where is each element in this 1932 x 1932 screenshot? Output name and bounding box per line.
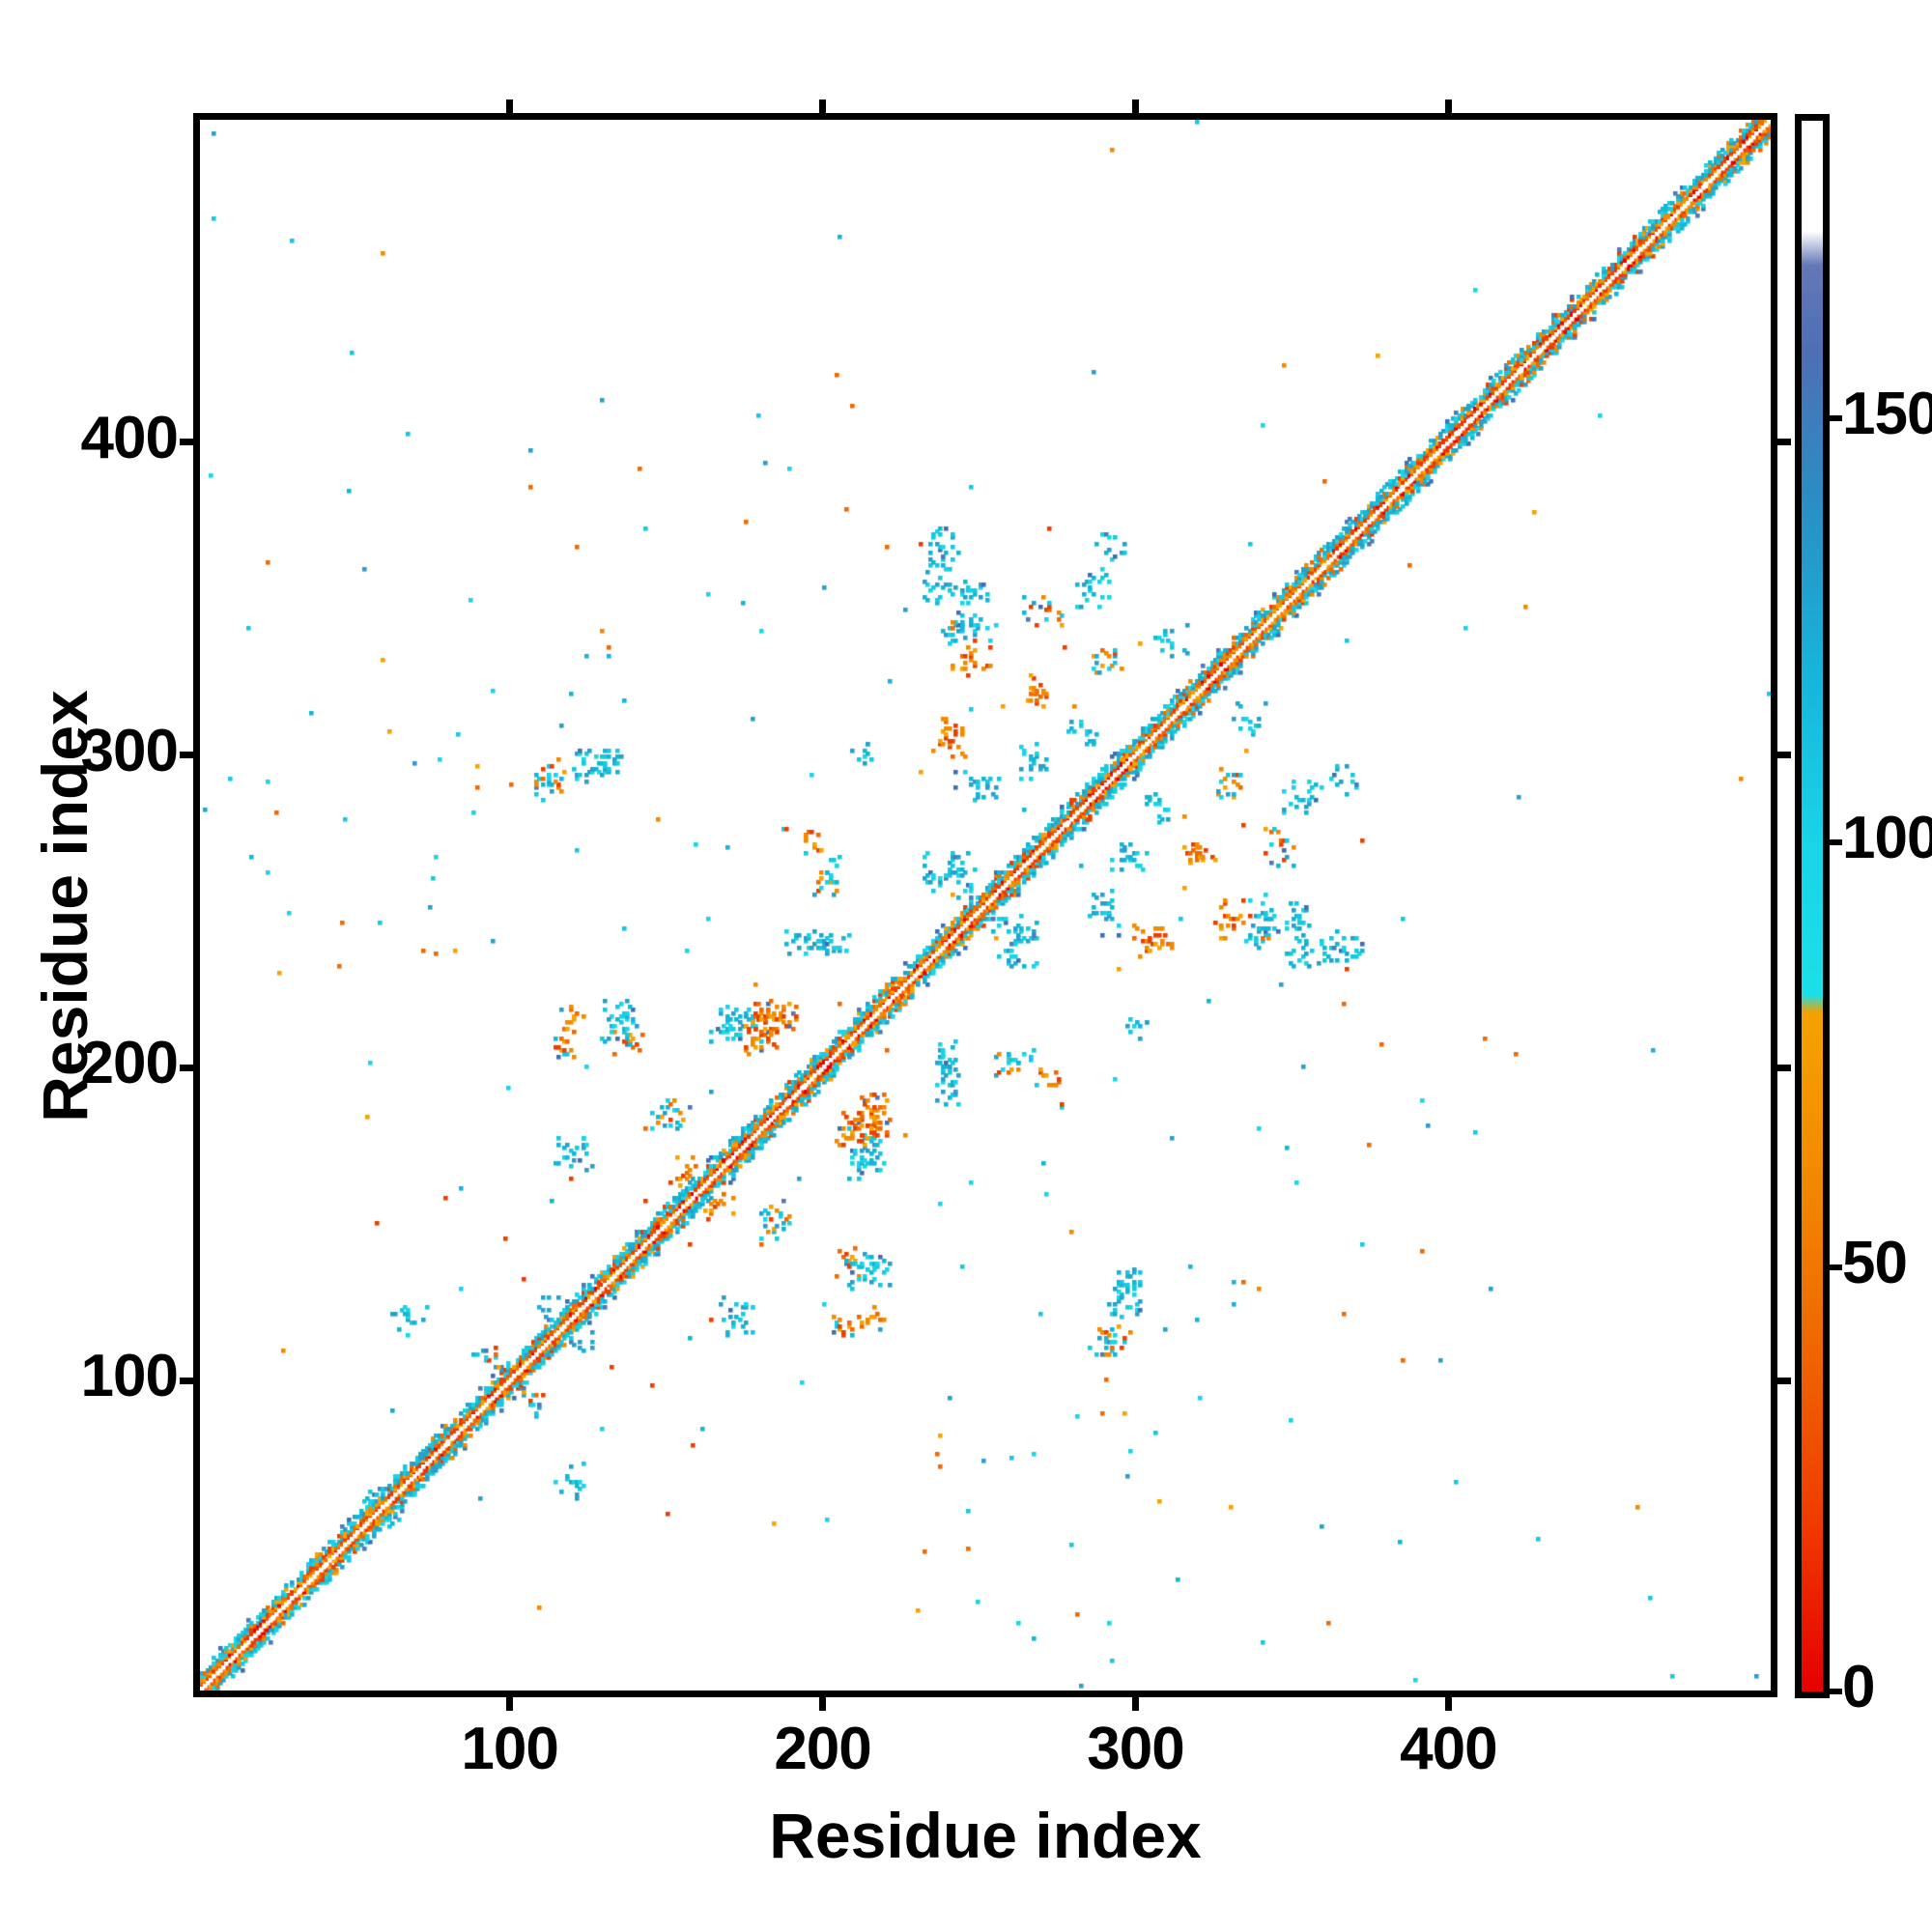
y-tick-400 [180,439,193,446]
x-tick-top-100 [506,99,514,113]
y-axis-title: Residue index [29,690,100,1122]
x-axis-title: Residue index [769,1800,1202,1871]
y-tick-label-100: 100 [80,1343,179,1410]
colorbar-gradient [1802,121,1823,1691]
x-tick-100 [506,1697,514,1711]
y-tick-label-300: 300 [80,717,179,784]
y-tick-label-200: 200 [80,1030,179,1097]
x-tick-400 [1444,1697,1452,1711]
y-tick-label-400: 400 [80,404,179,471]
x-tick-label-200: 200 [774,1716,871,1782]
y-tick-200 [180,1064,193,1071]
colorbar-tick-50 [1830,1264,1842,1270]
x-tick-200 [819,1697,827,1711]
contact-map-plot-area [193,113,1777,1697]
x-tick-top-400 [1444,99,1452,113]
colorbar-tick-0 [1830,1689,1842,1694]
colorbar-label-100: 100 [1842,805,1932,872]
contact-map-canvas [200,120,1771,1690]
colorbar-tick-150 [1830,414,1842,421]
y-tick-300 [180,752,193,759]
colorbar-label-150: 150 [1842,380,1932,447]
y-tick-right-400 [1777,439,1791,446]
colorbar-label-0: 0 [1842,1654,1875,1720]
y-tick-right-200 [1777,1064,1791,1071]
x-tick-top-300 [1131,99,1139,113]
x-tick-top-200 [819,99,827,113]
colorbar [1795,114,1830,1698]
x-tick-label-300: 300 [1087,1716,1184,1782]
colorbar-tick-100 [1830,839,1842,846]
y-tick-100 [180,1377,193,1384]
x-tick-label-400: 400 [1400,1716,1497,1782]
x-tick-label-100: 100 [461,1716,558,1782]
y-tick-right-300 [1777,752,1791,759]
x-tick-300 [1131,1697,1139,1711]
y-tick-right-100 [1777,1377,1791,1384]
colorbar-label-50: 50 [1842,1229,1908,1296]
